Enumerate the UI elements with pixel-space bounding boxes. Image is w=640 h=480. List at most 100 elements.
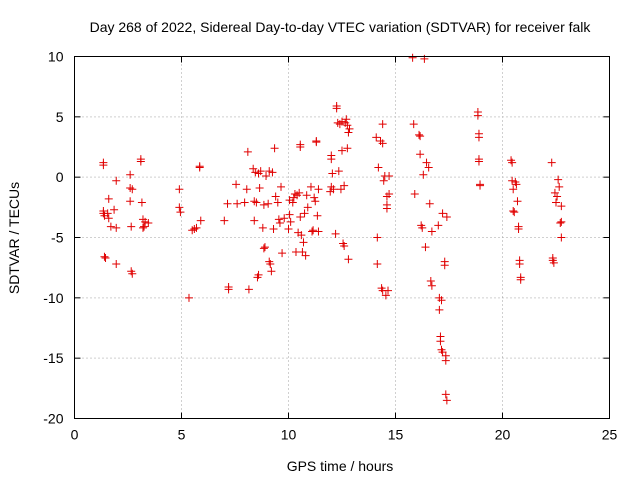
y-tick-labels: -20 -15 -10 -5 0 5 10 [43, 49, 63, 427]
data-point [112, 223, 121, 232]
data-point [327, 155, 336, 164]
data-point [242, 185, 251, 194]
data-point [136, 157, 145, 166]
data-point [556, 219, 565, 228]
data-point [274, 215, 283, 224]
y-axis-label: SDTVAR / TECUs [6, 182, 22, 294]
data-point [441, 356, 450, 365]
data-point [298, 247, 307, 256]
data-point [310, 193, 319, 202]
data-point [425, 199, 434, 208]
data-point [424, 163, 433, 172]
data-point [137, 198, 146, 207]
data-point [296, 143, 305, 151]
data-point [436, 337, 445, 346]
data-point [314, 227, 323, 236]
data-point [418, 223, 427, 232]
data-point [516, 275, 525, 284]
data-point [266, 260, 275, 269]
data-point [557, 233, 566, 242]
data-point [306, 182, 315, 191]
data-point [340, 241, 349, 250]
data-point [474, 157, 483, 166]
data-point [277, 182, 286, 191]
data-point [300, 209, 309, 218]
data-point [128, 185, 137, 194]
data-point [252, 198, 261, 207]
data-point [557, 217, 566, 226]
y-tick-label: -10 [43, 290, 63, 306]
data-point [144, 219, 153, 228]
data-point [258, 223, 267, 232]
data-point [126, 184, 135, 193]
data-point [508, 158, 517, 167]
data-point [233, 199, 242, 208]
data-point [514, 225, 523, 234]
data-point [313, 211, 322, 220]
data-point [328, 169, 337, 178]
y-tick-label: 0 [56, 169, 64, 185]
data-point [438, 209, 447, 218]
data-point [314, 185, 323, 194]
data-point [344, 128, 353, 137]
data-point [385, 190, 394, 199]
data-point [104, 214, 113, 223]
data-point [278, 249, 287, 258]
data-point [374, 163, 383, 172]
data-point [409, 120, 418, 129]
data-point [259, 200, 268, 209]
data-point [442, 212, 451, 221]
data-point [329, 185, 338, 194]
data-point [103, 209, 112, 218]
data-point [269, 225, 278, 234]
data-point [176, 208, 185, 217]
data-point [547, 158, 556, 167]
data-point [334, 167, 343, 176]
data-point [513, 197, 522, 206]
data-point [419, 170, 428, 179]
x-tick-label: 5 [178, 427, 186, 443]
data-point [382, 200, 391, 209]
data-point [262, 171, 271, 180]
data-point [312, 138, 321, 147]
data-point [384, 286, 393, 295]
data-point [256, 167, 265, 176]
data-point [297, 231, 306, 240]
data-point [112, 176, 121, 185]
x-tick-label: 25 [602, 427, 618, 443]
data-point [259, 244, 268, 253]
data-point [555, 182, 564, 191]
data-point [438, 348, 447, 357]
data-point [552, 198, 560, 207]
x-tick-label: 0 [71, 427, 79, 443]
data-point [299, 238, 308, 247]
data-point [427, 227, 436, 236]
data-point [426, 276, 435, 285]
data-point [442, 396, 451, 405]
data-point [192, 223, 201, 232]
data-point [301, 251, 310, 260]
data-point [195, 163, 204, 172]
y-tick-label: -20 [43, 411, 63, 427]
data-points [99, 53, 566, 405]
data-point [271, 192, 280, 201]
y-tick-label: -5 [51, 230, 64, 246]
data-point [254, 270, 263, 279]
y-tick-label: 10 [48, 49, 64, 65]
data-point [270, 144, 279, 153]
data-point [295, 188, 304, 197]
data-point [416, 132, 425, 141]
data-point [264, 199, 273, 208]
data-point [249, 164, 258, 173]
data-point [190, 225, 199, 234]
y-tick-label: 5 [56, 109, 64, 125]
chart-title: Day 268 of 2022, Sidereal Day-to-day VTE… [90, 19, 592, 35]
data-point [422, 158, 431, 167]
data-point [476, 181, 485, 190]
data-point [232, 180, 241, 189]
data-point [260, 243, 269, 252]
data-point [372, 133, 381, 142]
data-point [250, 216, 259, 225]
data-point [273, 198, 282, 207]
